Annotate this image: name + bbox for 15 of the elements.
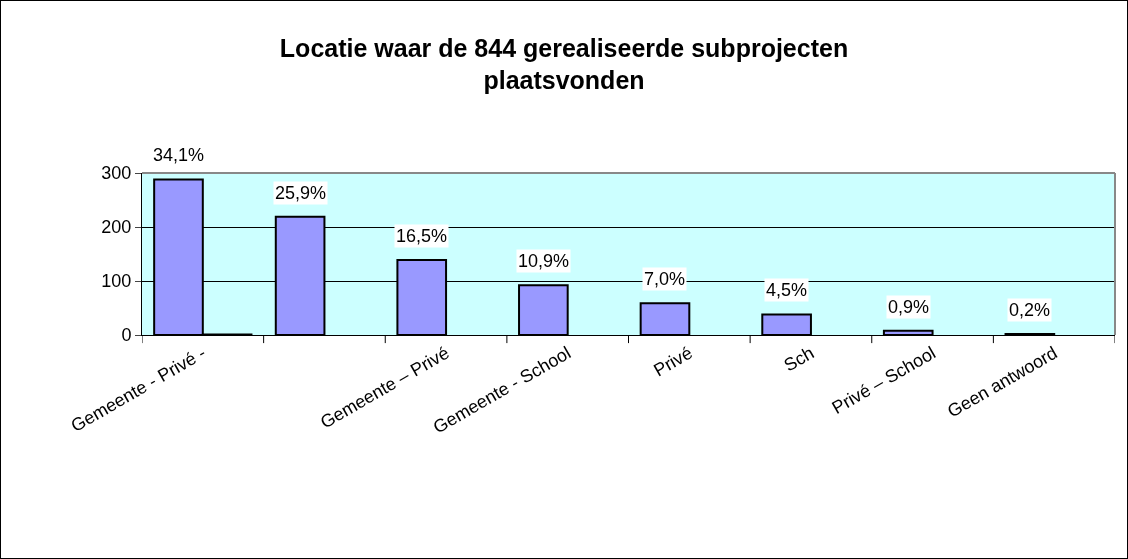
annotation: 0,9% (888, 297, 930, 317)
annotation: 10,9% (518, 251, 570, 271)
annotation: 16,5% (396, 226, 448, 246)
x-tick-label: Sch (780, 342, 818, 376)
annotation: 25,9% (275, 183, 327, 203)
annotation: 0,2% (1009, 300, 1051, 320)
y-tick-label: 300 (101, 163, 132, 184)
chart-title: Locatie waar de 844 gerealiseerde subprojecten plaatsvonden (279, 33, 849, 95)
annotation: 4,5% (766, 280, 808, 300)
text: 34,1% (153, 145, 205, 165)
y-tick-label: 200 (101, 217, 132, 238)
y-tick-label: 100 (101, 271, 132, 292)
annotation: 7,0% (644, 269, 686, 289)
x-tick-label: Privé (650, 342, 696, 381)
y-tick-label: 0 (121, 325, 132, 346)
